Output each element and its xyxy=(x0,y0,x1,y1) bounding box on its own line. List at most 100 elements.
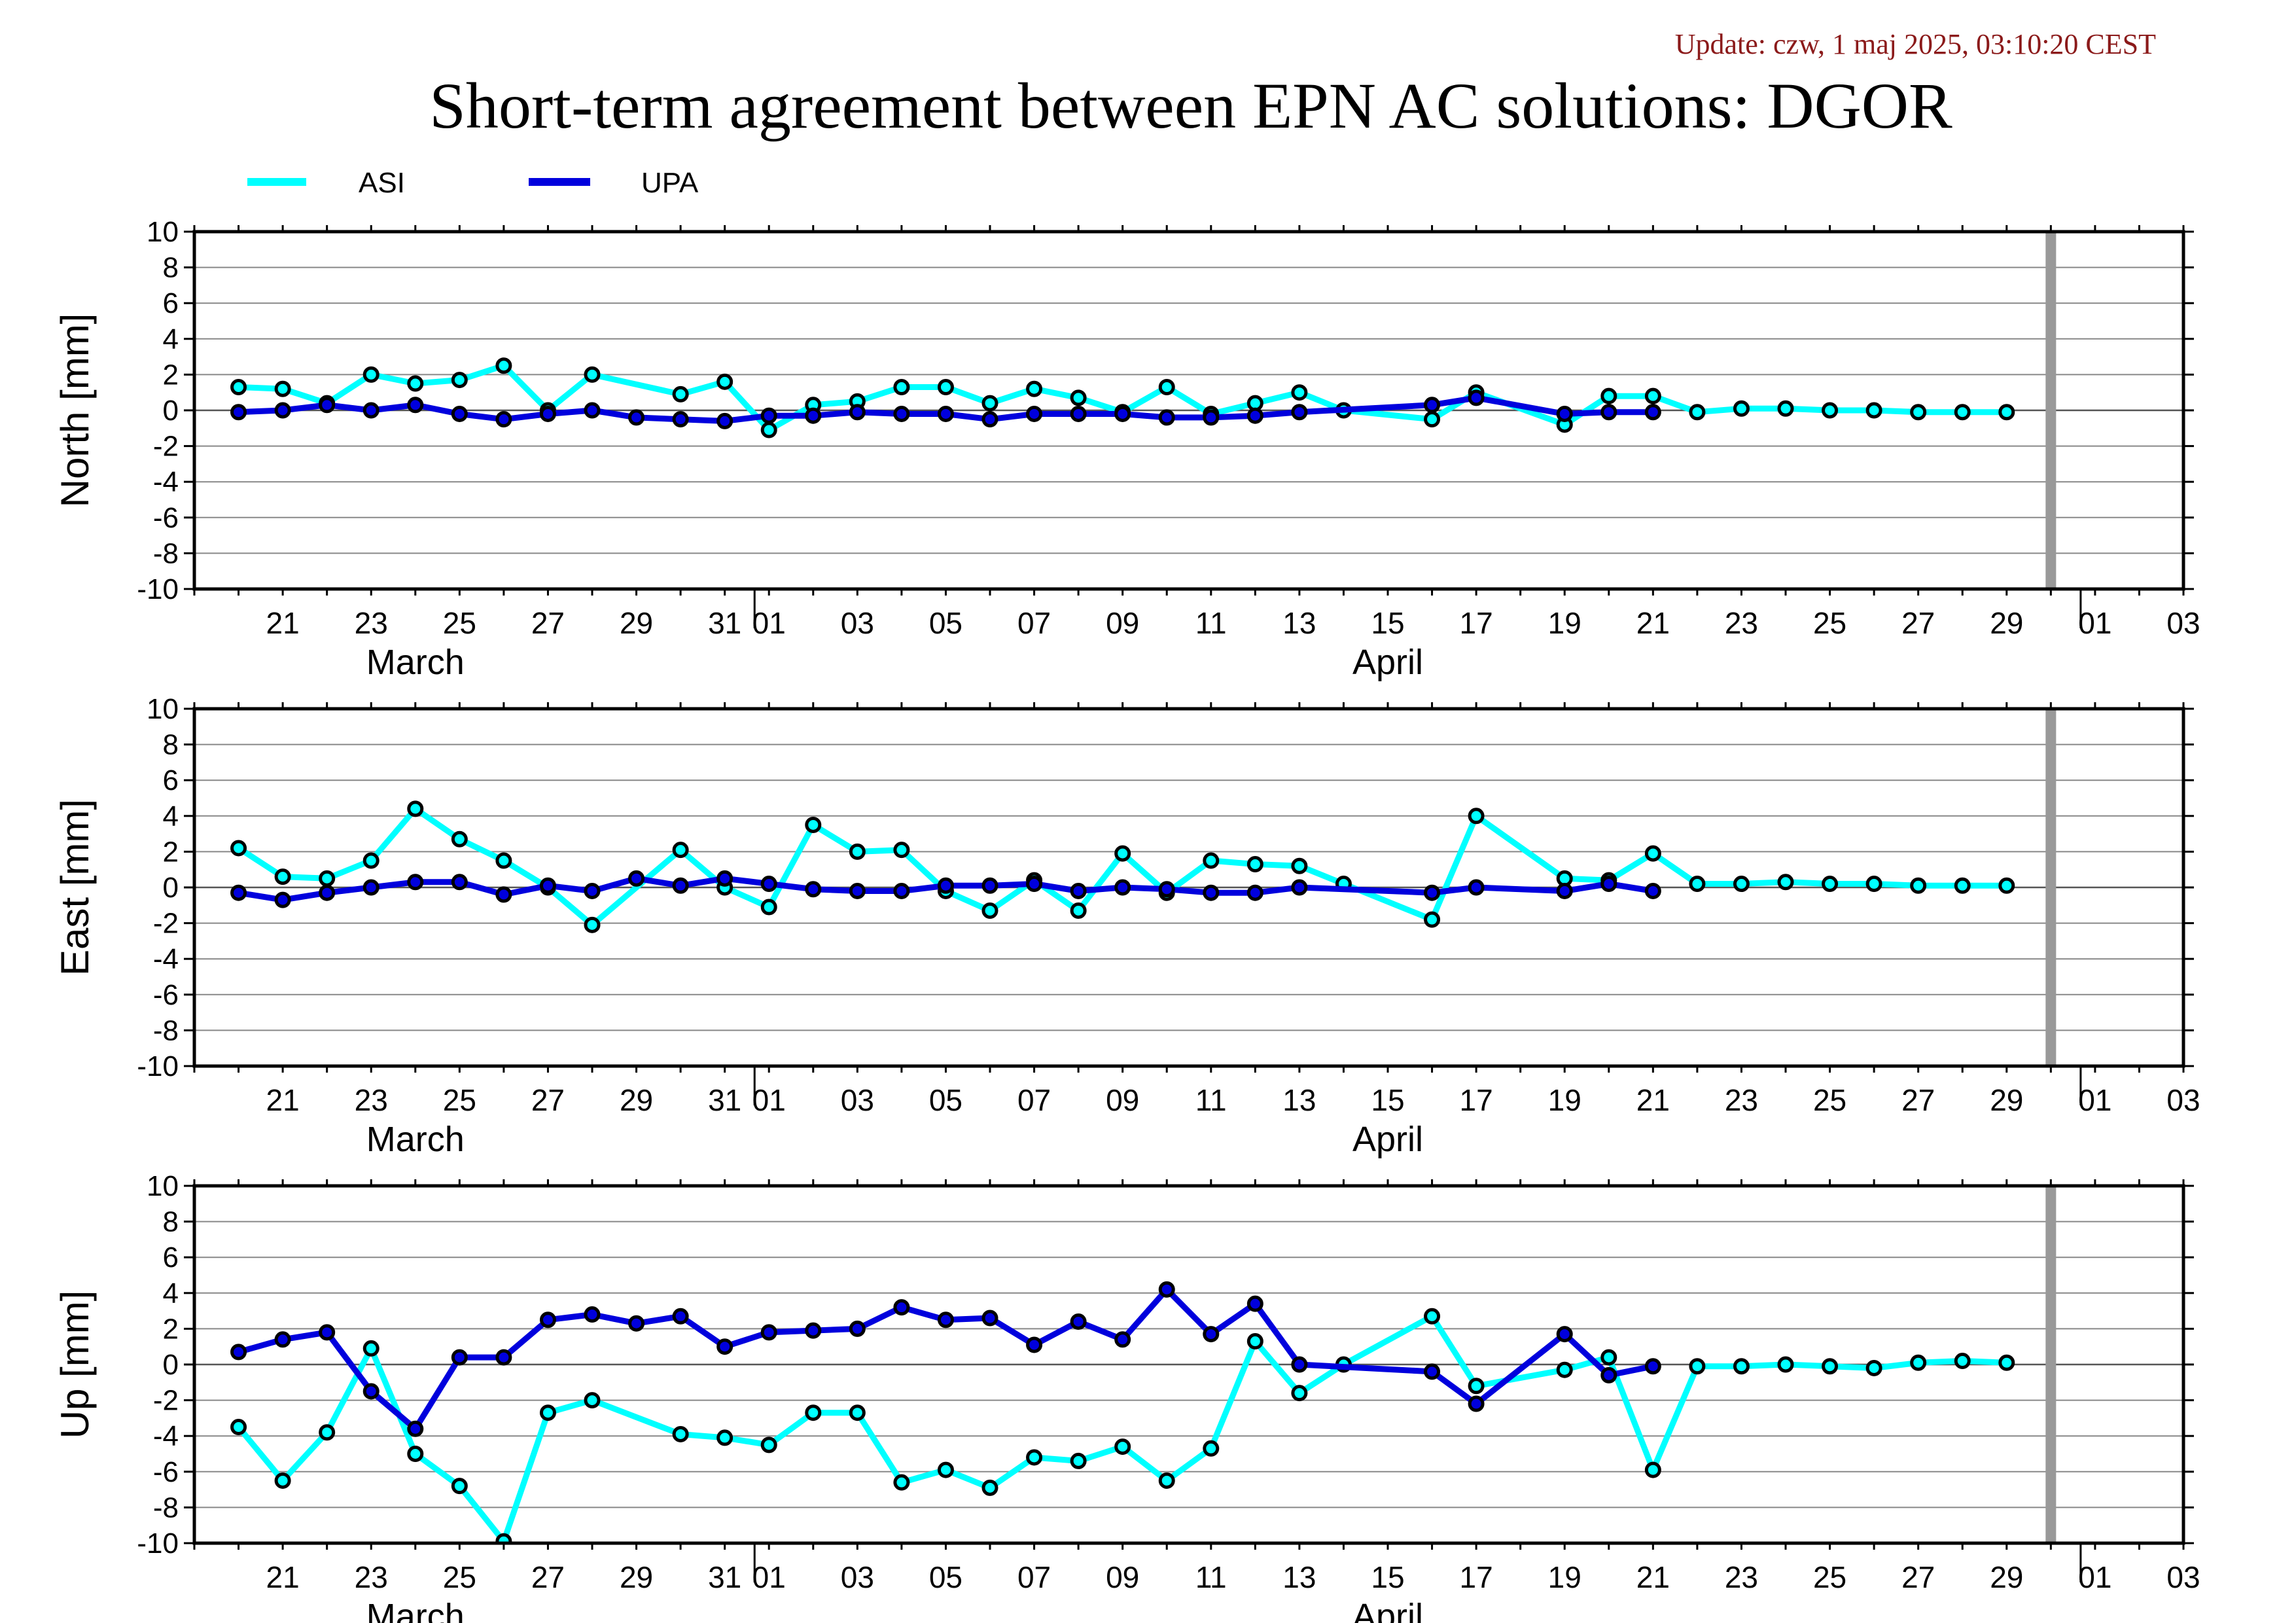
data-point-asi xyxy=(1689,404,1706,421)
x-tick-label: 09 xyxy=(1106,606,1139,640)
y-tick-label: 4 xyxy=(163,1277,179,1310)
data-point-asi xyxy=(1070,1452,1087,1469)
data-point-asi xyxy=(1424,411,1441,428)
data-point-upa xyxy=(937,405,954,422)
data-point-upa xyxy=(584,1306,601,1323)
data-point-upa xyxy=(1424,1363,1441,1380)
data-point-asi xyxy=(893,379,910,396)
data-point-upa xyxy=(274,891,291,908)
data-point-asi xyxy=(1424,911,1441,928)
data-point-upa xyxy=(1114,405,1131,422)
data-point-upa xyxy=(716,870,733,887)
data-point-asi xyxy=(1998,404,2015,421)
x-tick-label: 27 xyxy=(531,1560,565,1594)
y-tick-label: -2 xyxy=(153,431,179,463)
x-tick-label: 27 xyxy=(1901,1560,1935,1594)
data-point-upa xyxy=(584,402,601,419)
data-point-asi xyxy=(1777,1356,1794,1373)
series-upa-up xyxy=(230,1281,1661,1437)
data-point-asi xyxy=(716,1429,733,1446)
x-tick-label: 11 xyxy=(1195,1560,1227,1594)
data-point-asi xyxy=(1468,808,1485,825)
data-point-upa xyxy=(1291,1356,1308,1373)
data-point-asi xyxy=(584,1392,601,1409)
data-point-asi xyxy=(981,1479,998,1496)
x-tick-label: 21 xyxy=(266,1083,300,1117)
data-point-asi xyxy=(1424,1308,1441,1325)
series-asi-up xyxy=(230,1308,2015,1543)
y-tick-label: -6 xyxy=(153,979,179,1011)
x-tick-label: 23 xyxy=(355,1560,388,1594)
y-tick-label: 2 xyxy=(163,836,179,868)
data-point-upa xyxy=(805,1322,822,1339)
data-point-asi xyxy=(1865,1359,1882,1376)
data-point-upa xyxy=(319,1324,336,1341)
data-point-upa xyxy=(1026,1336,1043,1353)
y-tick-label: -2 xyxy=(153,908,179,940)
data-point-asi xyxy=(1291,1385,1308,1402)
data-point-asi xyxy=(1777,874,1794,891)
data-point-upa xyxy=(937,1311,954,1329)
x-tick-label: 31 xyxy=(708,606,741,640)
y-tick-label: -6 xyxy=(153,502,179,534)
data-point-upa xyxy=(319,884,336,901)
x-tick-label: 21 xyxy=(1636,1083,1670,1117)
data-point-upa xyxy=(1114,1331,1131,1348)
data-point-asi xyxy=(407,1446,424,1462)
data-point-asi xyxy=(1998,1354,2015,1371)
x-tick-label: 29 xyxy=(620,1560,653,1594)
x-tick-label: 21 xyxy=(1636,606,1670,640)
y-tick-label: 4 xyxy=(163,800,179,832)
data-point-asi xyxy=(672,385,689,402)
x-tick-label: 01 xyxy=(752,1560,786,1594)
chart-title: Short-term agreement between EPN AC solu… xyxy=(429,69,1952,142)
data-point-asi xyxy=(937,379,954,396)
data-point-asi xyxy=(1644,845,1661,862)
panel-north: 10 86 4 2 0 -2-4 -6-8 -10 North [mm] 21 23 25 27 29 31… xyxy=(53,216,2200,682)
data-point-asi xyxy=(230,1419,247,1436)
legend-label-asi: ASI xyxy=(359,167,405,199)
data-point-upa xyxy=(407,1420,424,1437)
y-tick-label: 0 xyxy=(163,395,179,427)
data-point-upa xyxy=(849,1320,866,1337)
data-point-asi xyxy=(1070,902,1087,919)
x-tick-label: 03 xyxy=(2166,1083,2200,1117)
data-point-upa xyxy=(1246,1295,1263,1312)
data-point-asi xyxy=(1733,876,1750,893)
data-point-upa xyxy=(893,882,910,899)
y-tick-label: 8 xyxy=(163,1206,179,1238)
x-tick-label: 25 xyxy=(443,606,476,640)
data-point-asi xyxy=(760,899,777,916)
data-point-asi xyxy=(319,1424,336,1441)
x-tick-label: 01 xyxy=(2078,606,2111,640)
data-point-upa xyxy=(1600,876,1617,893)
y-tick-label: 8 xyxy=(163,729,179,761)
x-tick-label: 29 xyxy=(620,606,653,640)
series-line-upa xyxy=(238,1286,1654,1432)
x-tick-label: 11 xyxy=(1195,606,1227,640)
data-point-asi xyxy=(849,1404,866,1421)
data-point-upa xyxy=(672,877,689,894)
y-tick-label: 6 xyxy=(163,287,179,319)
data-point-asi xyxy=(1733,400,1750,417)
data-point-upa xyxy=(274,402,291,419)
x-tick-label: 15 xyxy=(1371,1560,1404,1594)
data-point-upa xyxy=(716,412,733,429)
data-point-upa xyxy=(451,1349,468,1366)
y-axis-label: North [mm] xyxy=(53,313,97,508)
data-point-upa xyxy=(981,1310,998,1327)
data-point-upa xyxy=(1246,407,1263,424)
data-point-asi xyxy=(981,902,998,919)
data-point-upa xyxy=(1026,405,1043,422)
x-tick-label: 21 xyxy=(1636,1560,1670,1594)
data-point-asi xyxy=(1556,1361,1573,1378)
data-point-asi xyxy=(584,366,601,383)
data-point-asi xyxy=(451,830,468,847)
data-point-asi xyxy=(230,379,247,396)
month-label: April xyxy=(1352,643,1423,682)
data-point-asi xyxy=(319,870,336,887)
month-label: March xyxy=(366,643,465,682)
data-point-upa xyxy=(1070,882,1087,899)
x-tick-label: 01 xyxy=(752,606,786,640)
